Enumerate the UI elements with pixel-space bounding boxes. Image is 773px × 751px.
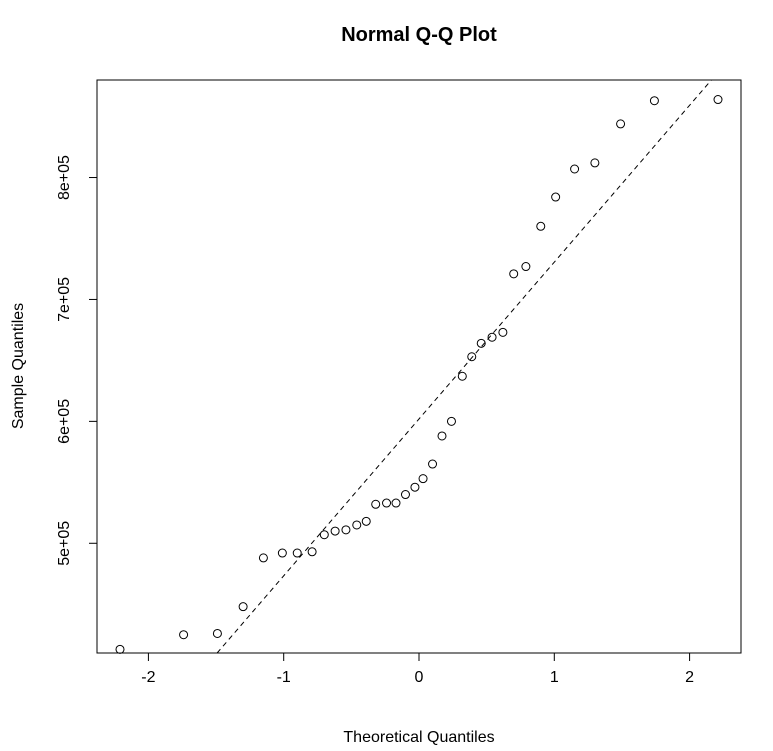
reference-line: [216, 79, 712, 654]
data-point: [371, 499, 381, 509]
y-tick-label: 7e+05: [56, 277, 73, 322]
data-point: [352, 520, 362, 530]
data-point: [418, 474, 428, 484]
data-point: [277, 548, 287, 558]
data-point: [616, 119, 626, 129]
data-point: [292, 548, 302, 558]
y-axis: 5e+05 6e+05 7e+05 8e+05: [56, 155, 97, 566]
y-axis-label: Sample Quantiles: [10, 303, 27, 429]
data-point: [319, 530, 329, 540]
data-point: [307, 547, 317, 557]
reference-line-layer: [216, 79, 712, 654]
data-point: [467, 352, 477, 362]
x-tick-label: -2: [141, 669, 155, 686]
data-point: [713, 95, 723, 105]
data-point: [570, 164, 580, 174]
chart-title: Normal Q-Q Plot: [341, 24, 497, 46]
data-point: [536, 221, 546, 231]
data-point: [551, 192, 561, 202]
y-tick-label: 5e+05: [56, 521, 73, 566]
data-point: [446, 416, 456, 426]
x-axis: -2 -1 0 1 2: [141, 653, 694, 686]
data-point: [487, 332, 497, 342]
y-tick-label: 6e+05: [56, 399, 73, 444]
data-point: [649, 96, 659, 106]
data-point: [258, 553, 268, 563]
y-tick-label: 8e+05: [56, 155, 73, 200]
data-point: [521, 262, 531, 272]
data-point: [437, 431, 447, 441]
data-point: [498, 327, 508, 337]
data-point: [457, 371, 467, 381]
data-point: [212, 628, 222, 638]
data-point: [330, 526, 340, 536]
x-tick-label: 2: [685, 669, 694, 686]
data-point: [428, 459, 438, 469]
data-point: [238, 602, 248, 612]
data-point: [476, 338, 486, 348]
data-point: [341, 525, 351, 535]
data-point: [382, 498, 392, 508]
data-point: [509, 269, 519, 279]
data-point: [590, 158, 600, 168]
data-point: [400, 490, 410, 500]
points-layer: [115, 95, 723, 654]
x-tick-label: 0: [415, 669, 424, 686]
data-point: [361, 516, 371, 526]
data-point: [410, 482, 420, 492]
x-tick-label: -1: [277, 669, 291, 686]
data-point: [115, 644, 125, 654]
x-axis-label: Theoretical Quantiles: [343, 729, 494, 746]
data-point: [391, 498, 401, 508]
x-tick-label: 1: [550, 669, 559, 686]
plot-frame: [96, 79, 742, 654]
data-point: [179, 630, 189, 640]
